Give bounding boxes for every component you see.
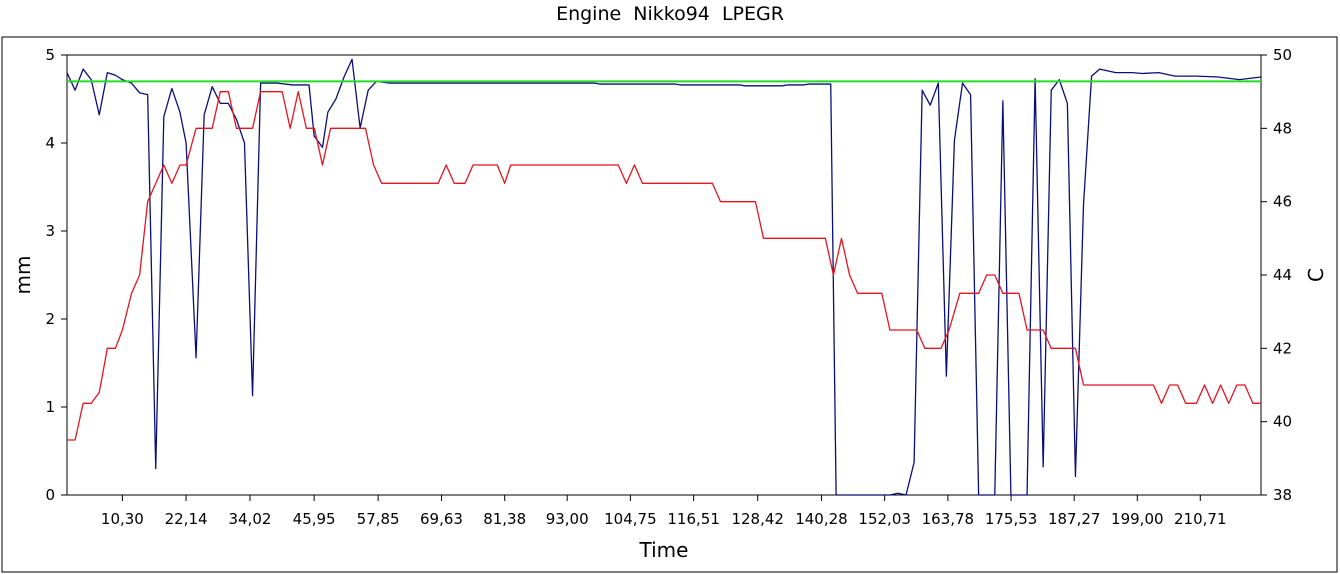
x-tick-label: 163,78 bbox=[922, 510, 975, 528]
y-left-tick-label: 0 bbox=[45, 486, 55, 504]
x-tick-label: 57,85 bbox=[357, 510, 400, 528]
x-tick-label: 152,03 bbox=[858, 510, 911, 528]
x-tick-label: 34,02 bbox=[228, 510, 271, 528]
y-right-tick-label: 50 bbox=[1273, 46, 1292, 64]
x-tick-label: 140,28 bbox=[795, 510, 848, 528]
x-tick-label: 199,00 bbox=[1111, 510, 1164, 528]
y-axis-right-label: C bbox=[1304, 268, 1328, 282]
series-layer bbox=[66, 58, 1262, 496]
x-tick-label: 81,38 bbox=[483, 510, 526, 528]
x-tick-label: 93,00 bbox=[546, 510, 589, 528]
y-left-tick-label: 2 bbox=[45, 310, 55, 328]
y-right-tick-label: 40 bbox=[1273, 413, 1292, 431]
x-tick-label: 128,42 bbox=[731, 510, 784, 528]
y-left-tick-label: 5 bbox=[45, 46, 55, 64]
y-axis-right: 38 40 42 44 46 48 50 bbox=[1261, 46, 1292, 504]
y-right-tick-label: 46 bbox=[1273, 193, 1292, 211]
y-right-tick-label: 44 bbox=[1273, 266, 1292, 284]
plot-area bbox=[66, 54, 1262, 496]
x-tick-label: 10,30 bbox=[101, 510, 144, 528]
y-axis-left: 0 1 2 3 4 5 bbox=[45, 46, 67, 504]
chart-title: Engine Nikko94 LPEGR bbox=[556, 3, 784, 25]
x-axis: 10,30 22,14 34,02 45,95 57,85 69,63 81,38 93,00… bbox=[101, 495, 1227, 528]
y-right-tick-label: 42 bbox=[1273, 339, 1292, 357]
y-left-tick-label: 1 bbox=[45, 398, 55, 416]
x-tick-label: 116,51 bbox=[667, 510, 720, 528]
x-tick-label: 210,71 bbox=[1174, 510, 1227, 528]
x-tick-label: 69,63 bbox=[420, 510, 463, 528]
y-right-tick-label: 38 bbox=[1273, 486, 1292, 504]
y-right-tick-label: 48 bbox=[1273, 119, 1292, 137]
y-left-tick-label: 3 bbox=[45, 222, 55, 240]
x-tick-label: 22,14 bbox=[165, 510, 208, 528]
x-tick-label: 104,75 bbox=[604, 510, 657, 528]
y-left-tick-label: 4 bbox=[45, 134, 55, 152]
x-tick-label: 175,53 bbox=[985, 510, 1038, 528]
x-tick-label: 187,27 bbox=[1048, 510, 1101, 528]
y-axis-left-label: mm bbox=[11, 256, 35, 295]
x-tick-label: 45,95 bbox=[293, 510, 336, 528]
series-line-2 bbox=[67, 91, 1261, 441]
x-axis-label: Time bbox=[639, 538, 689, 562]
series-line-1 bbox=[66, 58, 1262, 496]
